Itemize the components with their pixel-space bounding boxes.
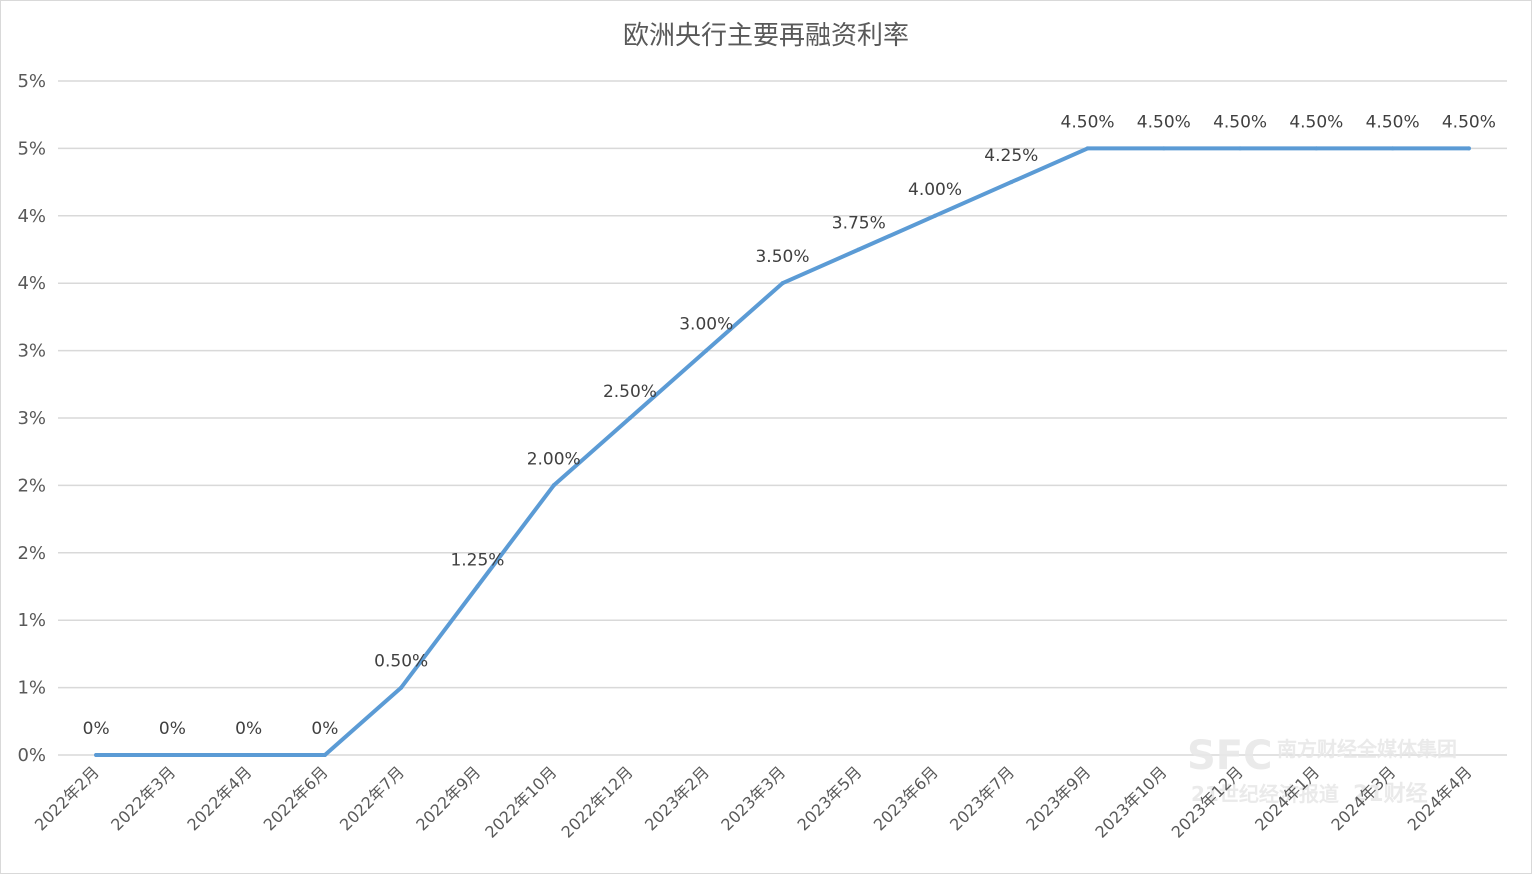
x-tick-label: 2022年2月 (31, 762, 103, 834)
x-tick-label: 2023年6月 (870, 762, 942, 834)
x-tick-label: 2022年9月 (412, 762, 484, 834)
x-tick-label: 2022年12月 (558, 762, 637, 841)
data-label: 4.50% (1213, 112, 1267, 132)
data-point (1238, 146, 1243, 151)
y-tick-label: 1% (17, 678, 46, 699)
y-tick-label: 3% (17, 341, 46, 362)
data-label: 2.50% (603, 382, 657, 402)
data-label: 3.75% (832, 214, 886, 234)
data-point (856, 247, 861, 252)
data-label: 3.50% (755, 247, 809, 267)
data-point (94, 753, 99, 757)
y-tick-label: 0% (17, 745, 46, 766)
data-point (246, 753, 251, 757)
watermark-logo: SFC (1187, 733, 1273, 779)
y-tick-label: 1% (17, 610, 46, 631)
data-point (475, 584, 480, 589)
data-label: 4.50% (1366, 112, 1420, 132)
data-point (551, 483, 556, 488)
data-label: 4.25% (984, 146, 1038, 166)
y-tick-label: 5% (17, 138, 46, 159)
series-lines (94, 146, 1471, 757)
data-point (627, 416, 632, 420)
data-point (1314, 146, 1319, 151)
data-label: 0% (311, 719, 338, 739)
x-tick-label: 2023年5月 (794, 762, 866, 834)
y-axis-ticks: 0% 1% 1% 2% 2% 3% 3% 4% 4% 5% 5% (17, 71, 46, 766)
watermark-group: 南方财经全媒体集团 (1277, 737, 1457, 761)
chart-title: 欧洲央行主要再融资利率 (623, 21, 909, 51)
x-tick-label: 2023年2月 (641, 762, 713, 834)
data-label: 0.50% (374, 652, 428, 672)
data-label: 4.50% (1442, 112, 1496, 132)
data-point (1466, 146, 1471, 151)
x-tick-label: 2022年7月 (336, 762, 408, 834)
data-label: 0% (159, 719, 186, 739)
data-labels: 0% 0% 0% 0% 0.50% 1.25% 2.00% 2.50% 3.00% 3.50% 3.… (83, 112, 1496, 739)
data-label: 4.50% (1061, 112, 1115, 132)
data-label: 2.00% (527, 449, 581, 469)
x-tick-label: 2022年4月 (183, 762, 255, 834)
data-point (1085, 146, 1090, 151)
x-tick-label: 2023年10月 (1091, 762, 1170, 841)
data-point (1390, 146, 1395, 151)
data-label: 4.50% (1137, 112, 1191, 132)
x-tick-label: 2022年6月 (260, 762, 332, 834)
watermark-brand-1: 21世纪经济报道 (1191, 782, 1339, 806)
data-point (170, 753, 175, 757)
x-tick-label: 2023年7月 (946, 762, 1018, 834)
y-tick-label: 3% (17, 408, 46, 429)
x-tick-label: 2023年9月 (1022, 762, 1094, 834)
y-tick-label: 2% (17, 475, 46, 496)
x-tick-label: 2023年3月 (717, 762, 789, 834)
y-tick-label: 4% (17, 273, 46, 294)
data-point (399, 685, 404, 690)
series-line (94, 146, 1471, 757)
y-tick-label: 5% (17, 71, 46, 92)
watermark: SFC 南方财经全媒体集团 21世纪经济报道 21财经 (1187, 733, 1457, 807)
data-point (780, 281, 785, 286)
data-point (322, 753, 327, 757)
data-label: 1.25% (450, 551, 504, 571)
watermark-brand-2: 21财经 (1353, 781, 1428, 807)
data-label: 0% (83, 719, 110, 739)
x-tick-label: 2022年3月 (107, 762, 179, 834)
x-tick-label: 2022年10月 (481, 762, 560, 841)
data-point (704, 348, 709, 353)
data-point (1161, 146, 1166, 151)
data-label: 3.00% (679, 315, 733, 335)
data-point (933, 213, 938, 218)
data-label: 4.00% (908, 180, 962, 200)
data-label: 4.50% (1289, 112, 1343, 132)
data-label: 0% (235, 719, 262, 739)
data-point (1009, 180, 1014, 185)
y-tick-label: 4% (17, 206, 46, 227)
gridlines (58, 80, 1507, 756)
y-tick-label: 2% (17, 543, 46, 564)
